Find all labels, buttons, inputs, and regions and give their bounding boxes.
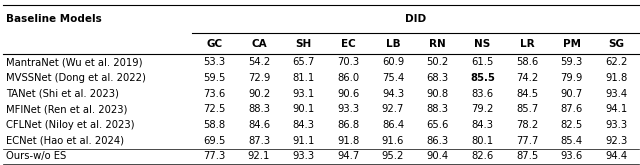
Text: 59.5: 59.5 <box>203 73 225 83</box>
Text: 92.1: 92.1 <box>248 151 270 161</box>
Text: 58.6: 58.6 <box>516 57 538 67</box>
Text: 50.2: 50.2 <box>427 57 449 67</box>
Text: 72.9: 72.9 <box>248 73 270 83</box>
Text: 88.3: 88.3 <box>248 104 270 114</box>
Text: 84.3: 84.3 <box>472 120 493 130</box>
Text: 84.5: 84.5 <box>516 89 538 99</box>
Text: 94.4: 94.4 <box>605 151 627 161</box>
Text: 65.7: 65.7 <box>292 57 315 67</box>
Text: 58.8: 58.8 <box>204 120 225 130</box>
Text: 59.3: 59.3 <box>561 57 583 67</box>
Text: 92.7: 92.7 <box>382 104 404 114</box>
Text: 94.3: 94.3 <box>382 89 404 99</box>
Text: 93.4: 93.4 <box>605 89 627 99</box>
Text: 72.5: 72.5 <box>203 104 225 114</box>
Text: 80.1: 80.1 <box>471 136 493 146</box>
Text: MVSSNet (Dong et al. 2022): MVSSNet (Dong et al. 2022) <box>6 73 146 83</box>
Text: 77.7: 77.7 <box>516 136 538 146</box>
Text: 85.4: 85.4 <box>561 136 583 146</box>
Text: 84.6: 84.6 <box>248 120 270 130</box>
Text: 93.3: 93.3 <box>605 120 627 130</box>
Text: GC: GC <box>206 39 222 49</box>
Text: 53.3: 53.3 <box>204 57 225 67</box>
Text: PM: PM <box>563 39 580 49</box>
Text: 90.1: 90.1 <box>292 104 315 114</box>
Text: LB: LB <box>386 39 401 49</box>
Text: 69.5: 69.5 <box>203 136 225 146</box>
Text: 94.1: 94.1 <box>605 104 627 114</box>
Text: 90.2: 90.2 <box>248 89 270 99</box>
Text: 79.9: 79.9 <box>561 73 583 83</box>
Text: 90.7: 90.7 <box>561 89 583 99</box>
Text: 78.2: 78.2 <box>516 120 538 130</box>
Text: DID: DID <box>404 14 426 24</box>
Text: 62.2: 62.2 <box>605 57 628 67</box>
Text: 92.3: 92.3 <box>605 136 627 146</box>
Text: 60.9: 60.9 <box>382 57 404 67</box>
Text: 93.3: 93.3 <box>337 104 360 114</box>
Text: 91.1: 91.1 <box>292 136 315 146</box>
Text: 95.2: 95.2 <box>382 151 404 161</box>
Text: 82.5: 82.5 <box>561 120 583 130</box>
Text: 85.7: 85.7 <box>516 104 538 114</box>
Text: 91.8: 91.8 <box>337 136 360 146</box>
Text: RN: RN <box>429 39 446 49</box>
Text: 90.6: 90.6 <box>337 89 360 99</box>
Text: 65.6: 65.6 <box>426 120 449 130</box>
Text: 87.5: 87.5 <box>516 151 538 161</box>
Text: 82.6: 82.6 <box>471 151 493 161</box>
Text: 87.3: 87.3 <box>248 136 270 146</box>
Text: MantraNet (Wu et al. 2019): MantraNet (Wu et al. 2019) <box>6 57 142 67</box>
Text: 94.7: 94.7 <box>337 151 360 161</box>
Text: 90.8: 90.8 <box>427 89 449 99</box>
Text: 90.4: 90.4 <box>427 151 449 161</box>
Text: 86.8: 86.8 <box>337 120 360 130</box>
Text: 93.6: 93.6 <box>561 151 583 161</box>
Text: 91.6: 91.6 <box>382 136 404 146</box>
Text: CA: CA <box>251 39 267 49</box>
Text: 75.4: 75.4 <box>382 73 404 83</box>
Text: 74.2: 74.2 <box>516 73 538 83</box>
Text: LR: LR <box>520 39 534 49</box>
Text: MFINet (Ren et al. 2023): MFINet (Ren et al. 2023) <box>6 104 127 114</box>
Text: CFLNet (Niloy et al. 2023): CFLNet (Niloy et al. 2023) <box>6 120 134 130</box>
Text: 86.4: 86.4 <box>382 120 404 130</box>
Text: 79.2: 79.2 <box>471 104 493 114</box>
Text: 86.3: 86.3 <box>427 136 449 146</box>
Text: 83.6: 83.6 <box>471 89 493 99</box>
Text: 54.2: 54.2 <box>248 57 270 67</box>
Text: 84.3: 84.3 <box>292 120 315 130</box>
Text: 93.3: 93.3 <box>292 151 315 161</box>
Text: 61.5: 61.5 <box>471 57 493 67</box>
Text: 88.3: 88.3 <box>427 104 449 114</box>
Text: SH: SH <box>296 39 312 49</box>
Text: ECNet (Hao et al. 2024): ECNet (Hao et al. 2024) <box>6 136 124 146</box>
Text: Baseline Models: Baseline Models <box>6 14 102 24</box>
Text: 87.6: 87.6 <box>561 104 583 114</box>
Text: 91.8: 91.8 <box>605 73 627 83</box>
Text: 77.3: 77.3 <box>204 151 225 161</box>
Text: SG: SG <box>609 39 625 49</box>
Text: 70.3: 70.3 <box>337 57 360 67</box>
Text: 93.1: 93.1 <box>292 89 315 99</box>
Text: 68.3: 68.3 <box>427 73 449 83</box>
Text: TANet (Shi et al. 2023): TANet (Shi et al. 2023) <box>6 89 118 99</box>
Text: Ours-w/o ES: Ours-w/o ES <box>6 151 66 161</box>
Text: 86.0: 86.0 <box>337 73 360 83</box>
Text: 85.5: 85.5 <box>470 73 495 83</box>
Text: EC: EC <box>341 39 356 49</box>
Text: NS: NS <box>474 39 490 49</box>
Text: 73.6: 73.6 <box>204 89 225 99</box>
Text: 81.1: 81.1 <box>292 73 315 83</box>
